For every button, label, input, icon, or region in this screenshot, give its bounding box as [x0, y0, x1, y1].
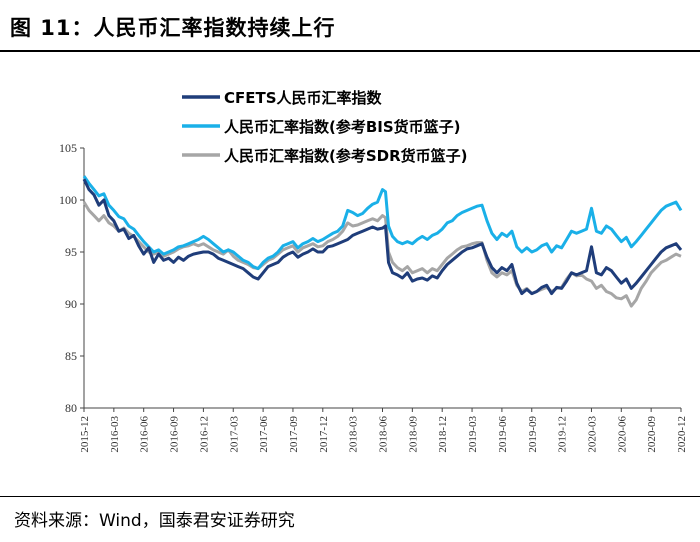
- x-tick-label: 2017-06: [258, 416, 270, 453]
- x-tick-label: 2017-09: [288, 416, 300, 453]
- x-tick-label: 2016-06: [139, 416, 151, 453]
- x-tick-label: 2015-12: [79, 416, 91, 453]
- series-layer: [82, 175, 683, 308]
- x-tick-label: 2019-03: [467, 416, 479, 453]
- x-tick-label: 2018-09: [407, 416, 419, 453]
- x-tick-label: 2016-03: [109, 416, 121, 453]
- x-tick-label: 2020-03: [586, 416, 598, 453]
- title-divider: [0, 50, 700, 52]
- x-tick-label: 2017-03: [228, 416, 240, 453]
- x-tick-label: 2018-06: [378, 416, 390, 453]
- y-tick-label: 95: [65, 245, 77, 259]
- x-tick-label: 2020-12: [676, 416, 688, 453]
- y-tick-label: 80: [65, 401, 77, 415]
- x-tick-label: 2019-06: [497, 416, 509, 453]
- x-tick-label: 2020-09: [646, 416, 658, 453]
- y-tick-label: 85: [65, 349, 77, 363]
- series-line: [82, 178, 683, 296]
- legend-label: 人民币汇率指数(参考BIS货币篮子): [224, 118, 461, 136]
- y-axis: 80 85 90 95 100 105: [59, 141, 85, 415]
- source-note: 资料来源：Wind，国泰君安证券研究: [14, 511, 295, 531]
- line-chart: 80 85 90 95 100 105 2015-12 2016-03 2016-06 2016…: [59, 89, 688, 453]
- legend-label: 人民币汇率指数(参考SDR货币篮子): [224, 147, 468, 165]
- x-axis: 2015-12 2016-03 2016-06 2016-09 2016-12 2017-…: [79, 407, 688, 453]
- x-tick-label: 2018-12: [437, 416, 449, 453]
- x-tick-label: 2020-06: [616, 416, 628, 453]
- series-line: [82, 175, 683, 271]
- legend-label: CFETS人民币汇率指数: [224, 89, 383, 107]
- figure-title: 图 11：人民币汇率指数持续上行: [10, 16, 336, 40]
- x-tick-label: 2017-12: [318, 416, 330, 453]
- x-tick-label: 2016-12: [198, 416, 210, 453]
- x-tick-label: 2019-12: [557, 416, 569, 453]
- y-tick-label: 90: [65, 297, 77, 311]
- x-tick-label: 2016-09: [169, 416, 181, 453]
- x-tick-label: 2019-09: [527, 416, 539, 453]
- source-divider: [0, 496, 700, 497]
- x-tick-label: 2018-03: [348, 416, 360, 453]
- y-tick-label: 100: [59, 193, 77, 207]
- y-tick-label: 105: [59, 141, 77, 155]
